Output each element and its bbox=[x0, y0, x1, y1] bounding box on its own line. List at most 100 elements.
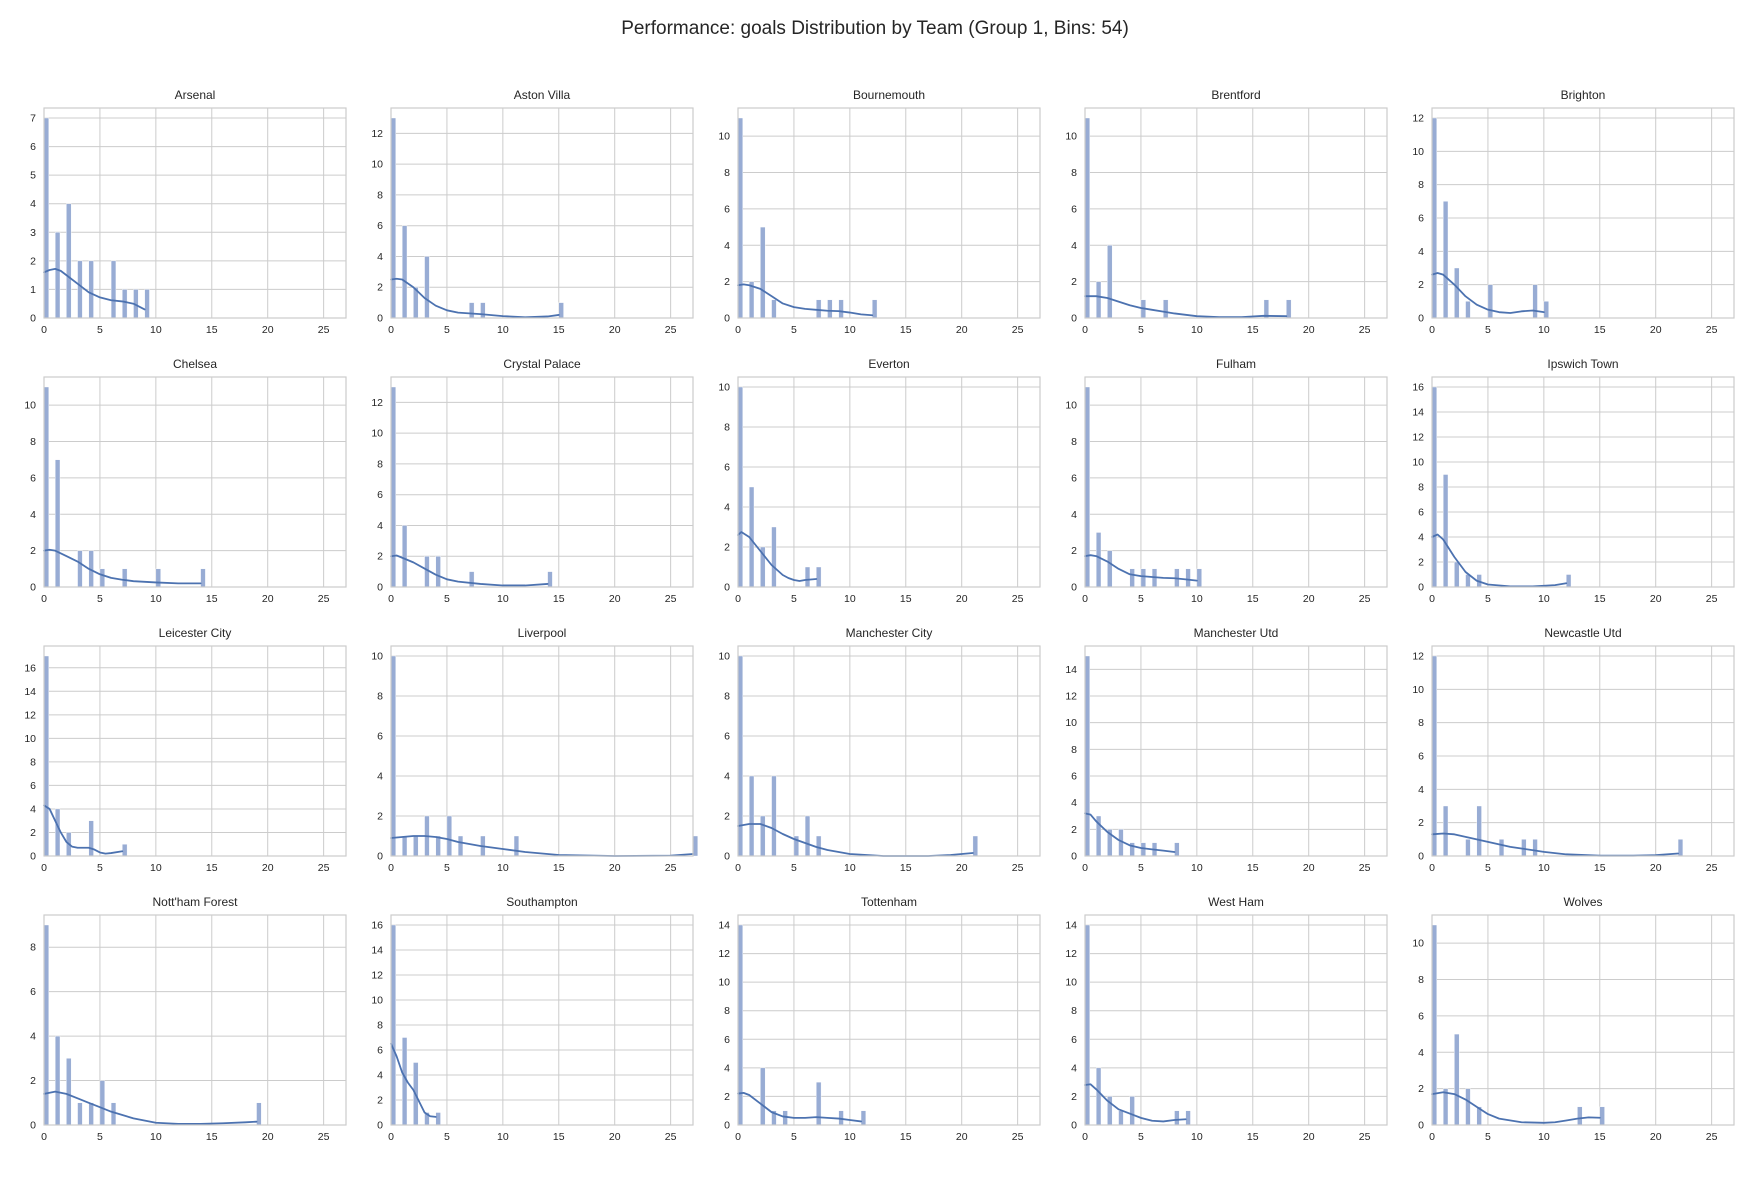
y-tick-label: 6 bbox=[1071, 771, 1077, 783]
x-tick-label: 15 bbox=[553, 324, 565, 336]
histogram-bar bbox=[1521, 839, 1527, 857]
x-tick-label: 25 bbox=[1359, 593, 1371, 605]
y-tick-label: 10 bbox=[1065, 977, 1077, 989]
y-tick-label: 2 bbox=[1418, 279, 1424, 291]
y-tick-label: 6 bbox=[1418, 213, 1424, 225]
x-tick-label: 5 bbox=[791, 1131, 797, 1143]
y-tick-label: 4 bbox=[724, 1062, 730, 1074]
axes-frame bbox=[390, 645, 694, 857]
x-tick-label: 25 bbox=[1359, 324, 1371, 336]
subplot-title: Wolves bbox=[1563, 895, 1602, 909]
histogram-bar bbox=[760, 226, 766, 319]
y-tick-label: 8 bbox=[724, 1005, 730, 1017]
histogram-bar bbox=[1431, 117, 1438, 319]
x-tick-label: 20 bbox=[1303, 1131, 1315, 1143]
y-tick-label: 10 bbox=[718, 382, 730, 394]
histogram-bar bbox=[1129, 1096, 1135, 1126]
x-tick-label: 0 bbox=[1082, 593, 1088, 605]
x-tick-label: 5 bbox=[444, 324, 450, 336]
x-tick-label: 25 bbox=[665, 593, 677, 605]
subplot-everton: Everton 0 5 10 15 20 25 0 2 4 6 8 10 bbox=[718, 357, 1041, 605]
histogram-bar bbox=[88, 820, 94, 857]
axes-frame bbox=[1084, 376, 1388, 588]
y-tick-label: 0 bbox=[724, 1120, 730, 1132]
x-tick-label: 20 bbox=[1303, 593, 1315, 605]
histogram-bar bbox=[1185, 568, 1191, 588]
y-tick-label: 0 bbox=[377, 851, 383, 863]
y-tick-label: 0 bbox=[30, 851, 36, 863]
y-tick-label: 8 bbox=[30, 756, 36, 768]
y-tick-label: 2 bbox=[377, 1095, 383, 1107]
histogram-bar bbox=[1163, 299, 1169, 319]
y-tick-label: 2 bbox=[30, 545, 36, 557]
subplot-title: Liverpool bbox=[518, 626, 567, 640]
x-tick-label: 15 bbox=[900, 1131, 912, 1143]
y-tick-label: 4 bbox=[1071, 797, 1077, 809]
x-tick-label: 15 bbox=[553, 593, 565, 605]
x-tick-label: 15 bbox=[900, 593, 912, 605]
x-tick-label: 5 bbox=[1138, 862, 1144, 874]
histogram-bar bbox=[1084, 386, 1091, 588]
x-tick-label: 25 bbox=[665, 1131, 677, 1143]
x-tick-label: 15 bbox=[1247, 1131, 1259, 1143]
x-tick-label: 15 bbox=[900, 862, 912, 874]
x-tick-label: 20 bbox=[956, 862, 968, 874]
histogram-bar bbox=[446, 815, 452, 857]
x-tick-label: 10 bbox=[497, 593, 509, 605]
histogram-bar bbox=[1095, 532, 1102, 588]
y-tick-label: 10 bbox=[24, 400, 36, 412]
axes-frame bbox=[390, 376, 694, 588]
histogram-bar bbox=[122, 844, 128, 857]
x-tick-label: 20 bbox=[609, 593, 621, 605]
y-tick-label: 0 bbox=[1418, 851, 1424, 863]
y-tick-label: 6 bbox=[1418, 1010, 1424, 1022]
x-tick-label: 5 bbox=[1485, 324, 1491, 336]
subplot-title: Brentford bbox=[1211, 88, 1260, 102]
y-tick-label: 6 bbox=[1418, 507, 1424, 519]
x-tick-label: 15 bbox=[553, 862, 565, 874]
y-tick-label: 8 bbox=[30, 942, 36, 954]
y-tick-label: 16 bbox=[1412, 382, 1424, 394]
y-tick-label: 6 bbox=[1071, 472, 1077, 484]
x-tick-label: 20 bbox=[1650, 593, 1662, 605]
y-tick-label: 4 bbox=[377, 251, 383, 263]
histogram-bar bbox=[99, 568, 105, 588]
histogram-bar bbox=[737, 386, 744, 588]
y-tick-label: 6 bbox=[1418, 751, 1424, 763]
y-tick-label: 6 bbox=[724, 731, 730, 743]
x-tick-label: 5 bbox=[97, 593, 103, 605]
subplot-newcastle-utd: Newcastle Utd 0 5 10 15 20 25 0 2 4 6 8 10 12 bbox=[1412, 626, 1735, 874]
y-tick-label: 2 bbox=[1418, 817, 1424, 829]
y-tick-label: 7 bbox=[30, 113, 36, 125]
kde-line bbox=[1431, 1091, 1601, 1124]
x-tick-label: 20 bbox=[956, 324, 968, 336]
axes-frame bbox=[737, 914, 1041, 1126]
histogram-bar bbox=[1431, 655, 1438, 857]
y-tick-label: 12 bbox=[24, 709, 36, 721]
histogram-bar bbox=[413, 835, 419, 857]
y-tick-label: 0 bbox=[1071, 313, 1077, 325]
y-tick-label: 0 bbox=[1418, 582, 1424, 594]
x-tick-label: 15 bbox=[553, 1131, 565, 1143]
histogram-bar bbox=[816, 1081, 822, 1126]
x-tick-label: 25 bbox=[1012, 1131, 1024, 1143]
y-tick-label: 8 bbox=[377, 1020, 383, 1032]
x-tick-label: 10 bbox=[1538, 1131, 1550, 1143]
y-tick-label: 1 bbox=[30, 284, 36, 296]
x-tick-label: 5 bbox=[444, 593, 450, 605]
histogram-bar bbox=[692, 835, 699, 857]
y-tick-label: 6 bbox=[724, 462, 730, 474]
histogram-bar bbox=[1084, 655, 1091, 857]
y-tick-label: 0 bbox=[1071, 582, 1077, 594]
y-tick-label: 2 bbox=[724, 542, 730, 554]
x-tick-label: 0 bbox=[1082, 1131, 1088, 1143]
histogram-bar bbox=[1196, 568, 1202, 588]
y-tick-label: 10 bbox=[371, 428, 383, 440]
subplot-fulham: Fulham 0 5 10 15 20 25 0 2 4 6 8 10 bbox=[1065, 357, 1388, 605]
y-tick-label: 0 bbox=[30, 313, 36, 325]
y-tick-label: 6 bbox=[1071, 203, 1077, 215]
y-tick-label: 2 bbox=[724, 811, 730, 823]
x-tick-label: 10 bbox=[844, 1131, 856, 1143]
histogram-bar bbox=[513, 835, 520, 857]
